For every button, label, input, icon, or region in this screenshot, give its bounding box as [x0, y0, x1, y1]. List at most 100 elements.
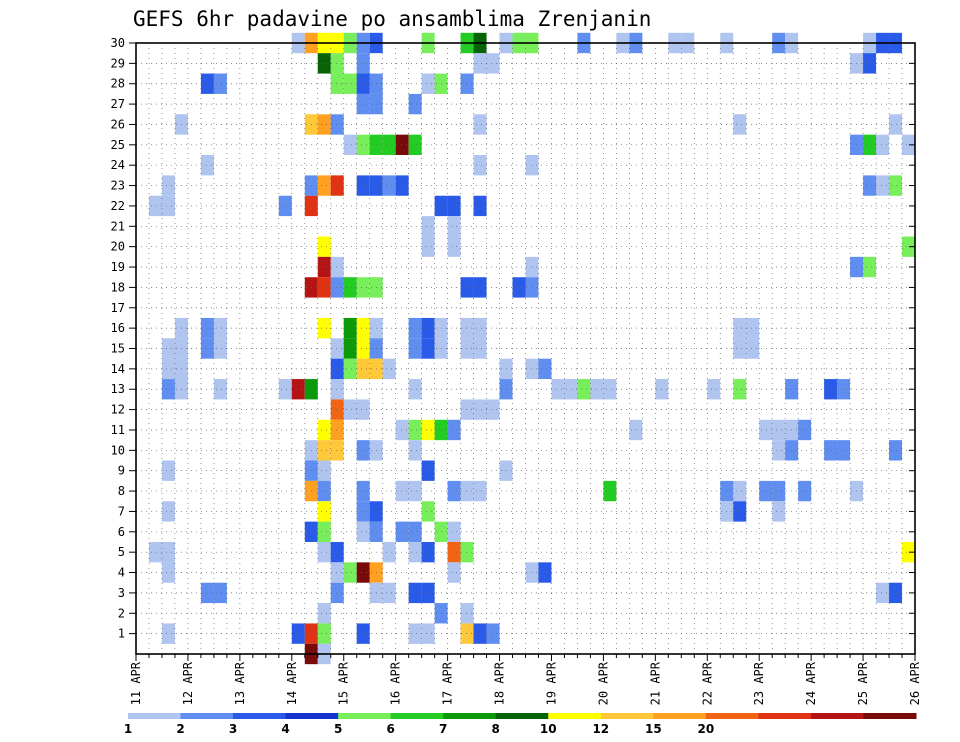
heatmap-cell	[356, 134, 370, 156]
colorbar-label: 15	[645, 722, 662, 736]
heatmap-cell	[382, 582, 396, 604]
heatmap-cell	[460, 541, 474, 563]
y-tick-label: 25	[111, 138, 125, 152]
y-tick-label: 4	[118, 566, 125, 580]
x-tick-label: 16 APR	[389, 661, 403, 705]
heatmap-cell	[356, 440, 370, 461]
heatmap-cell	[408, 134, 422, 156]
heatmap-cell	[460, 399, 474, 420]
heatmap-cell	[421, 501, 435, 522]
x-tick-label: 11 APR	[129, 661, 143, 705]
heatmap-cell	[278, 195, 292, 217]
heatmap-cell	[317, 603, 331, 624]
heatmap-cell	[707, 379, 721, 400]
heatmap-cell	[317, 623, 331, 644]
heatmap-cell	[317, 256, 331, 278]
heatmap-cell	[408, 582, 422, 604]
heatmap-cell	[356, 93, 370, 115]
colorbar-segment	[653, 713, 707, 719]
colorbar-label: 4	[281, 722, 289, 736]
heatmap-cell	[473, 114, 487, 135]
x-tick-label: 19 APR	[544, 661, 558, 705]
colorbar-label: 7	[439, 722, 447, 736]
heatmap-cell	[733, 379, 747, 400]
heatmap-cell	[486, 53, 500, 74]
heatmap-cell	[889, 582, 903, 604]
heatmap-cell	[798, 419, 812, 441]
heatmap-cell	[356, 562, 370, 583]
y-tick-label: 28	[111, 77, 125, 91]
heatmap-cell	[733, 338, 747, 359]
heatmap-cell	[356, 623, 370, 644]
colorbar-segment	[285, 713, 339, 719]
x-tick-label: 13 APR	[233, 661, 247, 705]
y-tick-label: 19	[111, 260, 125, 274]
heatmap-cell	[746, 338, 760, 359]
heatmap-cell	[161, 195, 175, 217]
heatmap-cell	[902, 236, 915, 257]
heatmap-cell	[356, 277, 370, 298]
heatmap-cell	[772, 501, 786, 522]
heatmap-cell	[317, 114, 331, 135]
heatmap-cell	[473, 277, 487, 298]
heatmap-cell	[733, 501, 747, 522]
heatmap-cell	[356, 338, 370, 359]
heatmap-cell	[902, 541, 915, 563]
heatmap-cell	[213, 317, 227, 339]
y-tick-label: 5	[118, 545, 125, 559]
heatmap-cell	[447, 480, 461, 502]
heatmap-cell	[317, 419, 331, 441]
heatmap-cell	[798, 480, 812, 502]
heatmap-cell	[317, 521, 331, 542]
heatmap-cell	[863, 53, 877, 74]
heatmap-cell	[330, 114, 344, 135]
heatmap-cell	[356, 501, 370, 522]
heatmap-cell	[447, 521, 461, 542]
colorbar-segment	[600, 713, 654, 719]
x-tick-label: 22 APR	[700, 661, 714, 705]
heatmap-cell	[200, 73, 214, 94]
colorbar-segment	[390, 713, 444, 719]
x-tick-label: 15 APR	[337, 661, 351, 705]
y-tick-label: 3	[118, 586, 125, 600]
heatmap-cell	[408, 440, 422, 461]
colorbar-segment	[495, 713, 549, 719]
heatmap-cell	[382, 541, 396, 563]
x-tick-label: 21 APR	[648, 661, 662, 705]
grid-layer	[136, 43, 915, 654]
heatmap-cell	[317, 53, 331, 74]
y-tick-label: 7	[118, 504, 125, 518]
y-tick-label: 12	[111, 403, 125, 417]
colorbar-segment	[128, 713, 182, 719]
heatmap-cell	[317, 440, 331, 461]
heatmap-cell	[317, 277, 331, 298]
heatmap-cell	[733, 114, 747, 135]
heatmap-cell	[863, 175, 877, 196]
colorbar-segment	[863, 713, 917, 719]
heatmap-cell	[356, 480, 370, 502]
heatmap-cell	[330, 358, 344, 380]
heatmap-cell	[213, 73, 227, 94]
heatmap-cell	[395, 480, 409, 502]
heatmap-cell	[837, 379, 851, 400]
colorbar-label: 6	[386, 722, 394, 736]
heatmap-cell	[473, 399, 487, 420]
heatmap-cell	[356, 175, 370, 196]
colorbar-label: 5	[334, 722, 342, 736]
heatmap-cell	[330, 277, 344, 298]
heatmap-cell	[473, 155, 487, 176]
heatmap-cell	[317, 460, 331, 481]
y-tick-label: 18	[111, 280, 125, 294]
y-tick-label: 29	[111, 56, 125, 70]
heatmap-cell	[824, 379, 838, 400]
y-tick-label: 27	[111, 97, 125, 111]
heatmap-cell	[473, 53, 487, 74]
y-tick-label: 17	[111, 301, 125, 315]
heatmap-cell	[330, 256, 344, 278]
heatmap-cell	[876, 134, 890, 156]
heatmap-cell	[564, 379, 578, 400]
heatmap-cell	[343, 277, 357, 298]
heatmap-cell	[317, 317, 331, 339]
heatmap-cell	[161, 460, 175, 481]
heatmap-cell	[343, 399, 357, 420]
